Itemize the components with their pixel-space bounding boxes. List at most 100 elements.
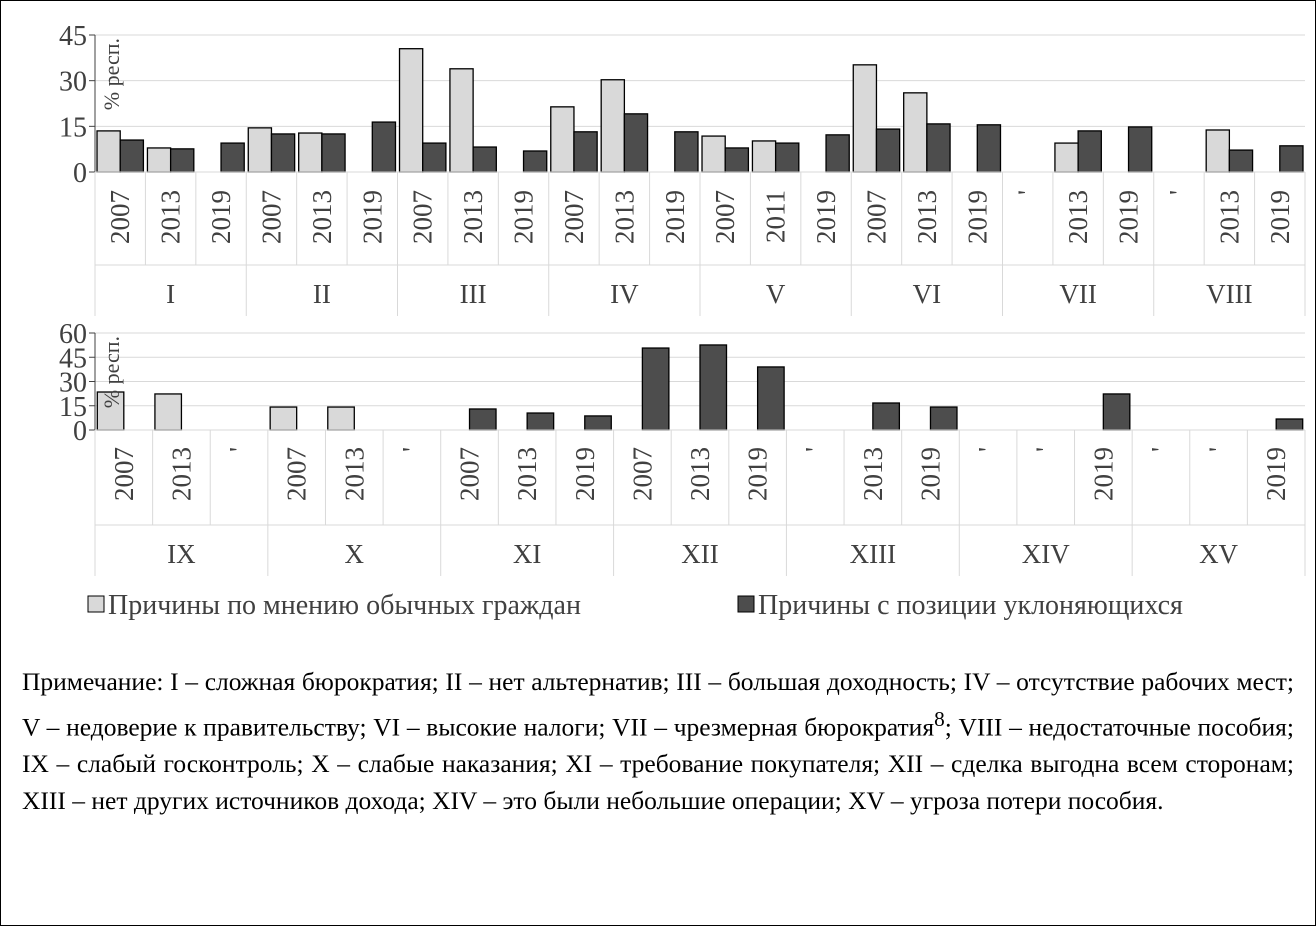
x-tick-label: ' <box>973 447 1003 452</box>
bar <box>321 133 346 173</box>
x-tick-label: 2019 <box>743 447 773 501</box>
bar <box>154 393 183 431</box>
group-label: XIII <box>850 539 896 569</box>
x-tick-label: 2007 <box>109 447 139 501</box>
bar <box>146 147 172 173</box>
group-label: IV <box>610 279 639 309</box>
x-tick-label: 2007 <box>105 190 135 244</box>
bar <box>96 391 125 431</box>
x-tick-label: 2007 <box>256 190 286 244</box>
x-tick-label: 2019 <box>660 190 690 244</box>
x-tick-label: 2007 <box>282 447 312 501</box>
group-label: XI <box>513 539 542 569</box>
group-label: XIV <box>1022 539 1070 569</box>
bar <box>220 142 245 173</box>
bar <box>903 92 928 173</box>
group-label: I <box>166 279 175 309</box>
bar <box>1275 418 1304 431</box>
bar <box>1054 142 1079 173</box>
bar <box>573 131 598 173</box>
x-tick-label: 2013 <box>458 190 488 244</box>
x-tick-label: 2007 <box>559 190 589 244</box>
y-tick-label: 45 <box>59 343 87 374</box>
x-tick-label: 2013 <box>166 447 196 501</box>
bar <box>825 134 850 173</box>
group-label: VII <box>1059 279 1096 309</box>
bar <box>526 412 555 431</box>
bar <box>600 79 626 173</box>
bar <box>468 408 497 431</box>
legend-swatch <box>737 595 755 613</box>
bar <box>926 123 951 173</box>
bar <box>872 402 901 431</box>
bar <box>472 146 497 173</box>
bar <box>398 48 424 173</box>
bar <box>422 142 447 173</box>
x-tick-label: ' <box>224 447 254 452</box>
y-axis-label: % респ. <box>99 336 124 408</box>
bar <box>327 406 355 431</box>
note: Примечание: I – сложная бюрократия; II –… <box>22 664 1294 820</box>
bar <box>522 150 548 173</box>
bar <box>119 139 145 173</box>
x-tick-label: 2013 <box>912 190 942 244</box>
bar <box>1077 130 1102 173</box>
x-tick-label: 2011 <box>761 190 791 243</box>
bar <box>371 121 397 173</box>
x-tick-label: 2019 <box>811 190 841 244</box>
bar <box>169 148 195 173</box>
x-tick-label: ' <box>1204 447 1234 452</box>
bar <box>751 140 777 173</box>
bar <box>298 132 323 173</box>
bar <box>929 406 958 431</box>
x-tick-label: 2019 <box>1265 190 1295 244</box>
bar <box>550 106 575 173</box>
bar <box>875 128 901 173</box>
bar <box>623 113 649 173</box>
legend-label: Причины по мнению обычных граждан <box>108 590 581 621</box>
bar <box>269 406 298 431</box>
x-tick-label: 2013 <box>1214 190 1244 244</box>
bar <box>701 135 726 173</box>
x-tick-label: ' <box>1164 190 1194 195</box>
y-tick-label: 15 <box>59 392 87 423</box>
bar <box>96 130 121 173</box>
x-tick-label: 2007 <box>455 447 485 501</box>
x-tick-label: 2013 <box>339 447 369 501</box>
bar <box>1205 129 1231 173</box>
group-label: VI <box>913 279 942 309</box>
x-tick-label: 2019 <box>1261 447 1291 501</box>
note-sup: 8 <box>934 706 945 731</box>
note-text: ; VIII – недостаточные пособия; IX – сла… <box>22 712 1294 815</box>
group-label: III <box>460 279 487 309</box>
bar <box>584 415 612 431</box>
note-text: Примечание: I – сложная бюрократия; II –… <box>22 667 1294 742</box>
y-tick-label: 45 <box>59 21 87 52</box>
x-tick-label: ' <box>1031 447 1061 452</box>
bar <box>1228 149 1254 173</box>
bar <box>449 68 474 173</box>
y-tick-label: 60 <box>59 319 87 350</box>
bar <box>976 124 1002 173</box>
bar <box>270 133 296 173</box>
bar <box>641 347 670 431</box>
x-tick-label: ' <box>397 447 427 452</box>
y-tick-label: 15 <box>59 112 87 143</box>
x-tick-label: 2007 <box>408 190 438 244</box>
x-tick-label: 2019 <box>509 190 539 244</box>
y-axis-label: % респ. <box>99 38 124 110</box>
legend-swatch <box>87 595 105 613</box>
y-tick-label: 0 <box>73 416 87 447</box>
x-tick-label: 2019 <box>1088 447 1118 501</box>
x-tick-label: 2013 <box>512 447 542 501</box>
bar <box>756 366 785 431</box>
group-label: IX <box>167 539 196 569</box>
legend-label: Причины с позиции уклоняющихся <box>758 590 1183 621</box>
group-label: II <box>313 279 331 309</box>
bar <box>724 147 750 173</box>
bar <box>774 142 800 173</box>
x-tick-label: 2019 <box>206 190 236 244</box>
bar <box>699 344 728 431</box>
